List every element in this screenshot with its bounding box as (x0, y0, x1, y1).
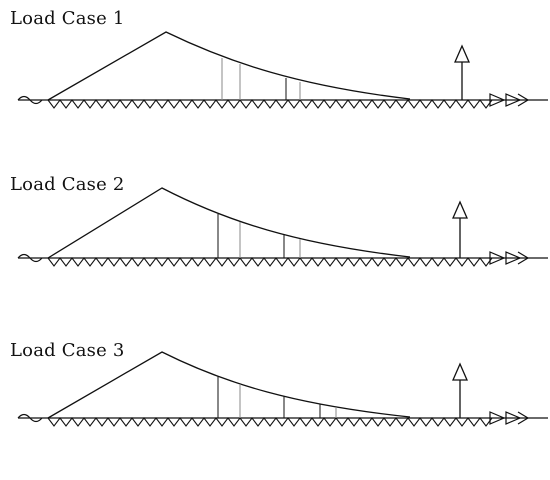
structure-diagram (17, 351, 548, 427)
point-load-arrow-head (452, 200, 468, 219)
ground-zigzag (47, 99, 493, 109)
load-case-panel: Load Case 1 (0, 8, 550, 148)
left-end-squiggle (17, 95, 43, 105)
point-load-arrow-head (454, 44, 470, 63)
load-profile-curve (47, 351, 411, 419)
load-case-panel: Load Case 2 (0, 174, 550, 314)
right-support-arrows (489, 251, 530, 265)
load-profile-curve (47, 31, 411, 101)
load-case-panel: Load Case 3 (0, 340, 550, 480)
point-load-arrow-head (452, 362, 468, 381)
panel-title: Load Case 1 (10, 8, 125, 29)
left-end-squiggle (17, 253, 43, 263)
right-support-arrows (489, 411, 530, 425)
structure-diagram (17, 187, 548, 267)
ground-zigzag (47, 257, 493, 267)
right-support-arrows (489, 93, 530, 107)
panel-title: Load Case 2 (10, 174, 125, 195)
structure-diagram (17, 31, 548, 109)
panel-title: Load Case 3 (10, 340, 125, 361)
load-profile-curve (47, 187, 411, 259)
left-end-squiggle (17, 413, 43, 423)
ground-zigzag (47, 417, 493, 427)
